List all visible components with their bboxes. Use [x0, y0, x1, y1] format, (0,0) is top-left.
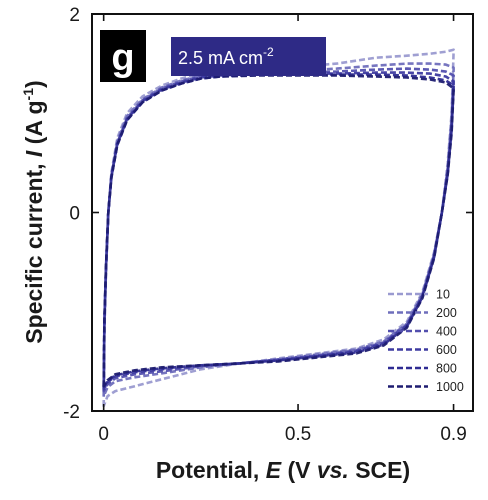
- x-axis-title-unit-open: (V: [281, 457, 317, 483]
- x-tick-label: 0.5: [285, 424, 311, 445]
- cv-curve-400: [102, 67, 455, 393]
- x-axis-title-vs: vs.: [317, 457, 349, 483]
- panel-letter-box: [100, 30, 146, 82]
- cv-curves: [102, 48, 455, 408]
- y-axis-title-unit-open: (A g: [21, 100, 47, 150]
- panel-badge: g 2.5 mA cm-2: [100, 30, 326, 82]
- legend-label-10: 10: [436, 288, 450, 302]
- cv-curve-200: [102, 62, 455, 398]
- cv-curve-600: [102, 71, 455, 391]
- y-axis-title-superscript: -1: [20, 88, 36, 101]
- legend: 10 200 400 600 800 1000: [388, 288, 464, 394]
- x-axis-title-symbol: E: [266, 457, 282, 483]
- x-axis-ticks: 0 0.5 0.9: [98, 14, 467, 445]
- condition-box: [171, 37, 326, 76]
- y-axis-title-prefix: Specific current,: [21, 157, 47, 344]
- cv-curve-1000: [102, 74, 455, 388]
- x-axis-title: Potential, E (V vs. SCE): [156, 457, 410, 483]
- legend-label-400: 400: [436, 325, 457, 339]
- legend-label-800: 800: [436, 362, 457, 376]
- x-axis-title-prefix: Potential,: [156, 457, 266, 483]
- y-axis-title-unit-close: ): [21, 80, 47, 88]
- y-tick-label: 0: [69, 204, 80, 225]
- y-axis-title: Specific current, I (A g-1): [20, 80, 47, 343]
- y-tick-label: -2: [63, 402, 80, 423]
- x-tick-label: 0: [98, 424, 109, 445]
- cv-curve-10: [102, 48, 455, 408]
- condition-label: 2.5 mA cm-2: [178, 45, 274, 68]
- legend-label-600: 600: [436, 343, 457, 357]
- x-axis-title-unit-close: SCE): [349, 457, 410, 483]
- legend-label-1000: 1000: [436, 380, 464, 394]
- cv-curve-800: [102, 73, 455, 389]
- y-axis-title-symbol: I: [21, 150, 47, 157]
- legend-label-200: 200: [436, 306, 457, 320]
- y-tick-label: 2: [69, 5, 80, 26]
- panel-letter: g: [111, 37, 134, 79]
- x-tick-label: 0.9: [440, 424, 466, 445]
- y-axis-ticks: 2 0 -2: [63, 5, 473, 423]
- condition-text: 2.5 mA cm: [178, 48, 263, 68]
- condition-superscript: -2: [263, 45, 274, 59]
